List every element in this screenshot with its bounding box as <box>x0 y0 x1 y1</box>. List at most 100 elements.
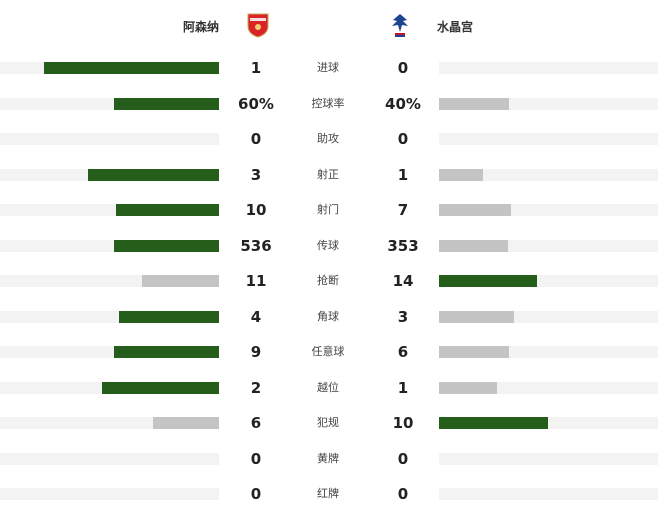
stat-row: 1 进球 0 <box>0 58 660 78</box>
home-value: 9 <box>250 343 262 361</box>
home-bar <box>119 310 219 323</box>
home-bar-track <box>0 275 219 287</box>
home-bar <box>102 381 219 394</box>
stat-row: 0 助攻 0 <box>0 129 660 149</box>
home-value: 2 <box>250 378 262 397</box>
stat-row: 3 射正 1 <box>0 165 660 185</box>
stat-label: 进球 <box>317 61 339 74</box>
home-bar-track <box>0 310 219 323</box>
away-value: 1 <box>397 378 409 397</box>
home-bar <box>113 239 219 252</box>
away-bar <box>439 381 498 394</box>
away-bar <box>439 204 512 216</box>
away-bar-track <box>439 488 658 500</box>
away-bar <box>439 310 514 323</box>
away-bar-track <box>439 97 658 110</box>
stat-label: 角球 <box>317 309 339 323</box>
home-bar-track <box>0 488 219 500</box>
away-value: 0 <box>397 130 409 148</box>
home-value: 3 <box>250 165 262 184</box>
stat-row: 4 角球 3 <box>0 307 660 327</box>
away-bar-track <box>439 310 658 323</box>
away-bar-track <box>439 381 658 394</box>
home-value: 0 <box>250 130 262 148</box>
stat-label: 控球率 <box>311 96 345 110</box>
arsenal-crest-icon <box>247 13 269 38</box>
away-bar-track <box>439 62 658 74</box>
home-bar <box>116 204 219 216</box>
away-value: 0 <box>397 449 409 468</box>
home-bar-track <box>0 239 219 252</box>
home-bar-track <box>0 381 219 394</box>
away-bar-track <box>439 239 658 252</box>
stat-label: 传球 <box>317 238 339 252</box>
stat-label: 黄牌 <box>317 451 339 465</box>
stat-label: 红牌 <box>317 487 339 500</box>
home-value: 0 <box>250 485 262 503</box>
stat-label: 任意球 <box>311 345 345 358</box>
away-value: 353 <box>387 236 419 255</box>
away-bar <box>439 168 483 181</box>
away-bar-track <box>439 452 658 465</box>
stat-label: 越位 <box>317 380 339 394</box>
stat-row: 2 越位 1 <box>0 378 660 398</box>
home-value: 11 <box>245 272 267 290</box>
home-bar <box>44 62 219 74</box>
away-value: 3 <box>397 307 409 326</box>
away-value: 7 <box>397 201 409 219</box>
away-bar <box>439 346 509 358</box>
stat-row: 6 犯规 10 <box>0 413 660 433</box>
home-bar-track <box>0 97 219 110</box>
home-bar <box>114 97 219 110</box>
away-bar <box>439 417 549 429</box>
away-bar-track <box>439 204 658 216</box>
home-value: 6 <box>250 414 262 432</box>
stat-label: 抢断 <box>317 274 339 287</box>
away-bar-track <box>439 346 658 358</box>
stat-row: 11 抢断 14 <box>0 271 660 291</box>
away-bar <box>439 239 509 252</box>
away-value: 6 <box>397 343 409 361</box>
away-bar <box>439 275 537 287</box>
home-bar-track <box>0 168 219 181</box>
away-bar-track <box>439 275 658 287</box>
home-bar <box>153 417 219 429</box>
stat-row: 60% 控球率 40% <box>0 94 660 114</box>
stat-label: 犯规 <box>317 416 339 429</box>
home-bar <box>87 168 219 181</box>
home-value: 60% <box>238 94 274 113</box>
stat-row: 0 红牌 0 <box>0 484 660 504</box>
stat-row: 10 射门 7 <box>0 200 660 220</box>
away-bar-track <box>439 133 658 145</box>
home-value: 4 <box>250 307 262 326</box>
home-value: 536 <box>240 236 272 255</box>
home-bar-track <box>0 133 219 145</box>
home-bar-track <box>0 204 219 216</box>
home-team-name: 阿森纳 <box>183 20 220 34</box>
away-value: 1 <box>397 165 409 184</box>
stat-row: 536 传球 353 <box>0 236 660 256</box>
stat-label: 射门 <box>317 203 339 216</box>
home-bar <box>114 346 219 358</box>
away-value: 0 <box>397 485 409 503</box>
home-bar-track <box>0 417 219 429</box>
stat-row: 9 任意球 6 <box>0 342 660 362</box>
home-bar-track <box>0 62 219 74</box>
home-bar-track <box>0 452 219 465</box>
home-value: 10 <box>245 201 267 219</box>
stat-row: 0 黄牌 0 <box>0 449 660 469</box>
away-value: 40% <box>385 94 421 113</box>
home-bar-track <box>0 346 219 358</box>
away-value: 0 <box>397 59 409 77</box>
stat-label: 射正 <box>317 167 339 181</box>
home-value: 0 <box>250 449 262 468</box>
away-bar-track <box>439 168 658 181</box>
away-bar <box>439 97 509 110</box>
home-bar <box>142 275 219 287</box>
stat-label: 助攻 <box>317 132 339 145</box>
away-team-name: 水晶宫 <box>437 20 474 34</box>
away-value: 10 <box>392 414 414 432</box>
away-value: 14 <box>392 272 414 290</box>
crystal-palace-crest-icon <box>392 14 408 37</box>
away-bar-track <box>439 417 658 429</box>
